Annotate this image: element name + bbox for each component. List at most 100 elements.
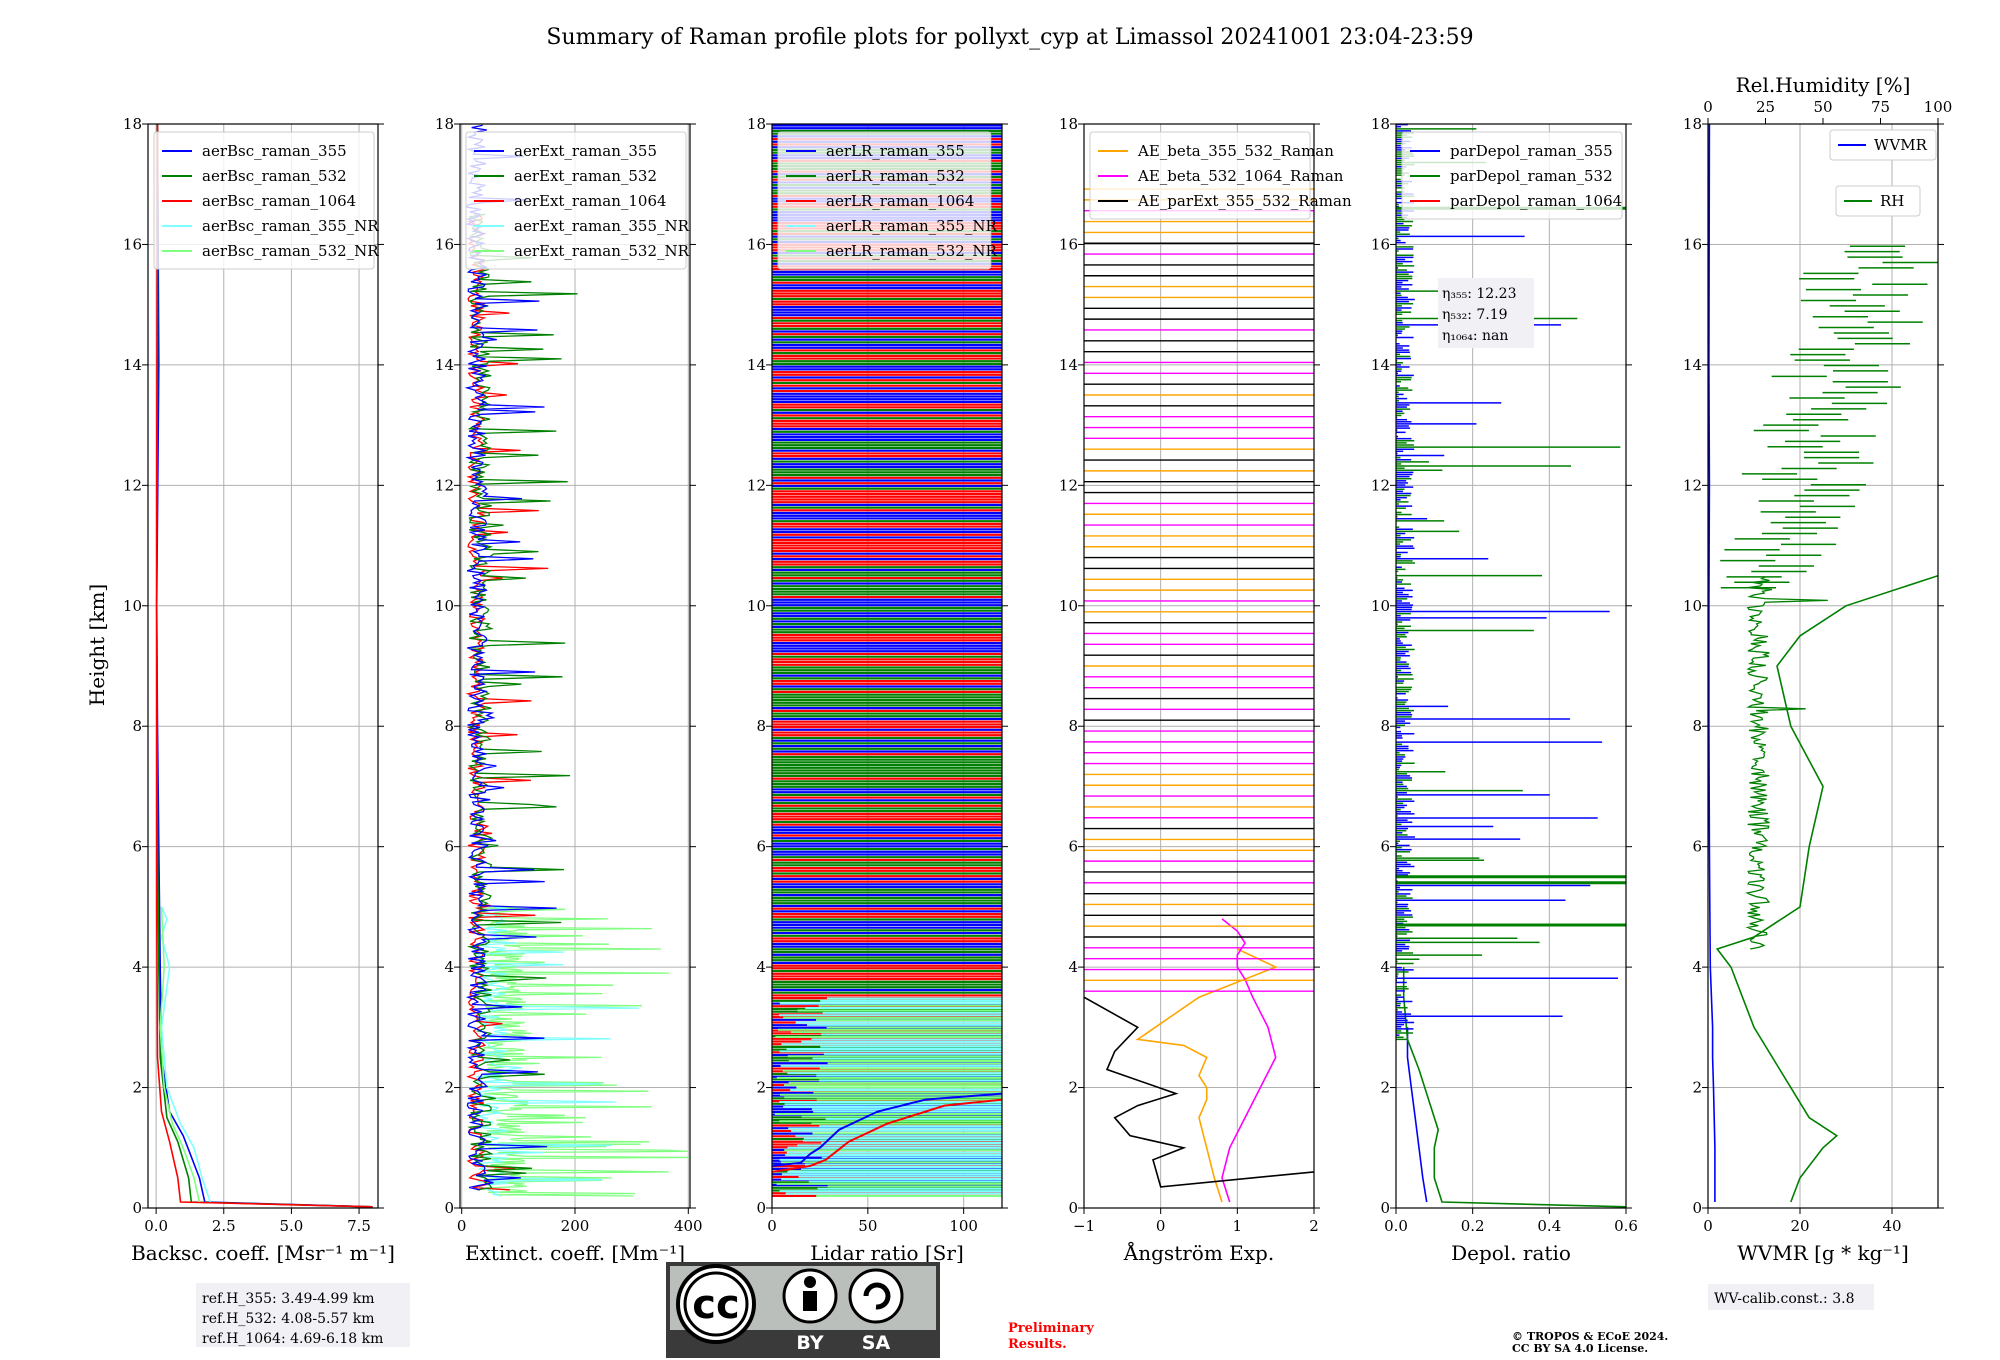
legend-label: aerExt_raman_532_NR [514, 242, 690, 260]
y-tick-label: 4 [444, 958, 454, 976]
y-tick-label: 16 [747, 235, 766, 253]
x-tick-label: 0 [767, 1217, 777, 1235]
y-tick-label: 16 [435, 235, 454, 253]
y-tick-label: 18 [1371, 115, 1390, 133]
y-tick-label: 0 [756, 1199, 766, 1217]
legend-angstrom: AE_beta_355_532_Raman AE_beta_532_1064_Ra… [1089, 131, 1352, 220]
y-tick-label: 10 [1371, 597, 1390, 615]
y-tick-label: 2 [132, 1079, 142, 1097]
y-tick-label: 2 [1068, 1079, 1078, 1097]
legend-label: parDepol_raman_355 [1450, 142, 1613, 160]
annotation-line: η₃₅₅: 12.23 [1442, 286, 1516, 302]
y-tick-label: 12 [1059, 476, 1078, 494]
legend-label: aerLR_raman_355_NR [826, 217, 997, 235]
y-tick-label: 6 [444, 838, 454, 856]
x-tick-label: 0.4 [1537, 1217, 1561, 1235]
panel-lidar_ratio: 0 2 4 6 8 10 12 14 16 18 0 50 100 Lidar ratio [Sr] aer… [747, 115, 1008, 1265]
legend-label: WVMR [1874, 136, 1928, 154]
y-tick-label: 14 [123, 356, 142, 374]
copyright-line-1: © TROPOS & ECoE 2024. [1512, 1330, 1668, 1343]
series-trace-c532 [466, 213, 578, 1191]
y-tick-label: 2 [1380, 1079, 1390, 1097]
figure-title: Summary of Raman profile plots for polly… [546, 25, 1473, 50]
reference-height-box-bg [196, 1283, 410, 1347]
y-tick-label: 6 [1380, 838, 1390, 856]
x-tick-label: 7.5 [347, 1217, 371, 1235]
x-axis-label-lidar_ratio: Lidar ratio [Sr] [810, 1241, 964, 1265]
series-aerBsc_raman_355_NR [160, 906, 211, 1203]
legend-label: aerExt_raman_355 [514, 142, 657, 160]
cc-license-badge: cc BY SA [666, 1262, 940, 1358]
legend-label: RH [1880, 192, 1904, 210]
series-aerBsc_raman_532 [155, 124, 373, 1208]
legend-label: parDepol_raman_1064 [1450, 192, 1622, 210]
x-tick-label: 1 [1233, 1217, 1243, 1235]
x-axis-label-humidity: WVMR [g * kg⁻¹] [1737, 1241, 1909, 1265]
legend-extinction: aerExt_raman_355 aerExt_raman_532 aerExt_r… [465, 131, 690, 270]
legend-label: aerBsc_raman_1064 [202, 192, 356, 210]
y-tick-label: 8 [756, 717, 766, 735]
y-tick-label: 16 [1683, 235, 1702, 253]
series-aerBsc_raman_355 [155, 124, 373, 1208]
y-tick-label: 0 [1380, 1199, 1390, 1217]
legend-label: aerExt_raman_532 [514, 167, 657, 185]
depol-calibration-annotation: η₃₅₅: 12.23 η₅₃₂: 7.19 η₁₀₆₄: nan [1438, 278, 1534, 348]
legend-box [1829, 129, 1937, 161]
y-tick-label: 0 [444, 1199, 454, 1217]
legend-label: aerLR_raman_355 [826, 142, 965, 160]
panel-backscatter: 0 2 4 6 8 10 12 14 16 18 0.0 2.5 5.0 7.5 Backsc. coeff… [123, 115, 395, 1265]
legend-label: AE_parExt_355_532_Raman [1137, 192, 1352, 210]
y-tick-label: 10 [1059, 597, 1078, 615]
legend-box [777, 131, 992, 270]
y-tick-label: 2 [756, 1079, 766, 1097]
y-axis-label: Height [km] [85, 584, 109, 706]
y-tick-label: 8 [132, 717, 142, 735]
x-axis-label-extinction: Extinct. coeff. [Mm⁻¹] [465, 1241, 685, 1265]
x-axis-label-backscatter: Backsc. coeff. [Msr⁻¹ m⁻¹] [131, 1241, 395, 1265]
panel-frame [1395, 123, 1627, 1209]
x-tick-label: 0.0 [1384, 1217, 1408, 1235]
ref-height-355: ref.H_355: 3.49-4.99 km [202, 1291, 375, 1307]
top-x-tick-label: 75 [1871, 98, 1890, 116]
sa-arrow-icon [863, 1282, 891, 1310]
legend-label: aerBsc_raman_532_NR [202, 242, 379, 260]
series-trace-c355 [464, 124, 557, 1191]
series-AE_beta_355_532_Raman [1135, 948, 1278, 1203]
y-tick-label: 18 [1059, 115, 1078, 133]
y-tick-label: 4 [1380, 958, 1390, 976]
legend-label: parDepol_raman_532 [1450, 167, 1613, 185]
y-tick-label: 0 [1068, 1199, 1078, 1217]
series-lr-355-low [772, 1092, 1002, 1167]
sa-label: SA [862, 1332, 891, 1354]
legend-backscatter: aerBsc_raman_355 aerBsc_raman_532 aerBsc_r… [153, 131, 379, 270]
y-tick-label: 12 [747, 476, 766, 494]
y-tick-label: 4 [1692, 958, 1702, 976]
y-tick-label: 14 [747, 356, 766, 374]
y-tick-label: 14 [1371, 356, 1390, 374]
series-aerBsc_raman_532_NR [159, 906, 201, 1203]
top-x-tick-label: 100 [1924, 98, 1953, 116]
y-tick-label: 16 [123, 235, 142, 253]
reference-height-box: ref.H_355: 3.49-4.99 km ref.H_532: 4.08-… [196, 1283, 410, 1347]
panel-plot-area [772, 124, 1002, 1198]
cc-logo-text: cc [692, 1282, 739, 1328]
series-AE_parExt_355_532_Raman [1084, 996, 1314, 1188]
y-tick-label: 4 [1068, 958, 1078, 976]
y-tick-label: 0 [1692, 1199, 1702, 1217]
legend-box [153, 131, 375, 270]
cc-logo-inner-icon [683, 1271, 749, 1337]
y-tick-label: 10 [1683, 597, 1702, 615]
y-tick-label: 6 [1068, 838, 1078, 856]
y-tick-label: 14 [435, 356, 454, 374]
x-tick-label: 5.0 [279, 1217, 303, 1235]
panel-frame [147, 123, 379, 1209]
legend-box [1401, 131, 1623, 220]
y-tick-label: 8 [1692, 717, 1702, 735]
legend-depol: parDepol_raman_355 parDepol_raman_532 parD… [1401, 131, 1623, 220]
series-trace-c532 [1745, 576, 1828, 950]
y-tick-label: 10 [747, 597, 766, 615]
ref-height-1064: ref.H_1064: 4.69-6.18 km [202, 1331, 383, 1347]
x-tick-label: 200 [561, 1217, 590, 1235]
